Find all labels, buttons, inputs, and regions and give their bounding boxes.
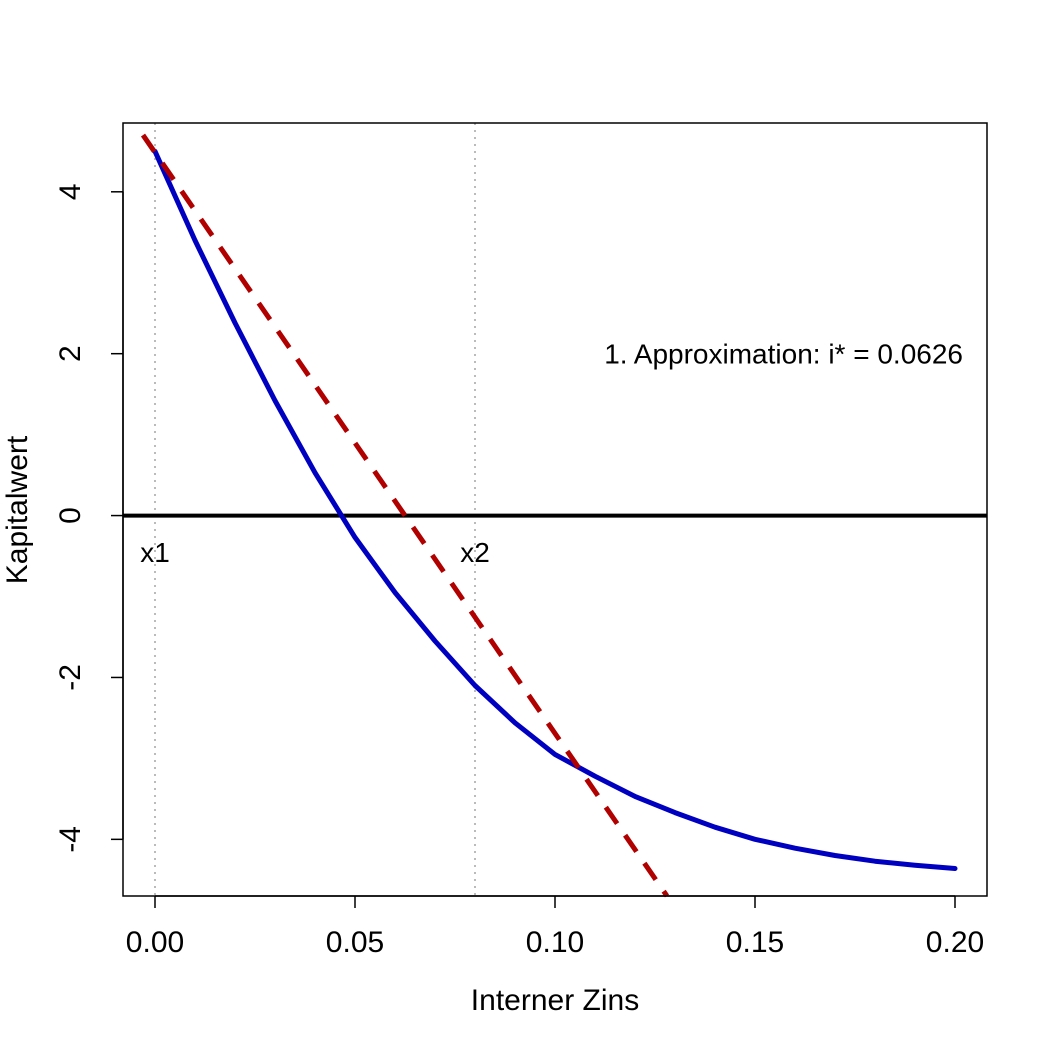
y-tick-label: -4 <box>54 826 87 853</box>
point-label-x1: x1 <box>140 537 170 568</box>
y-tick-label: 2 <box>54 345 87 362</box>
x-tick-label: 0.15 <box>726 926 784 959</box>
x-tick-label: 0.00 <box>126 926 184 959</box>
plot-frame <box>122 122 988 897</box>
approximation-label: 1. Approximation: i* = 0.0626 <box>604 339 963 370</box>
npv-curve <box>152 148 958 871</box>
y-axis-title: Kapitalwert <box>1 435 34 584</box>
x-tick-label: 0.10 <box>526 926 584 959</box>
axes: 0.00 0.05 0.10 0.15 0.20 -4 -2 0 2 4 <box>54 183 984 959</box>
annotations: x1 x2 1. Approximation: i* = 0.0626 <box>140 339 963 568</box>
tangent-line <box>140 133 670 898</box>
y-tick-label: -2 <box>54 664 87 691</box>
x-axis-title: Interner Zins <box>471 984 639 1017</box>
x-tick-label: 0.05 <box>326 926 384 959</box>
plot-marks <box>123 123 987 898</box>
y-tick-label: 0 <box>54 507 87 524</box>
point-label-x2: x2 <box>460 537 490 568</box>
y-tick-label: 4 <box>54 183 87 200</box>
x-tick-label: 0.20 <box>926 926 984 959</box>
